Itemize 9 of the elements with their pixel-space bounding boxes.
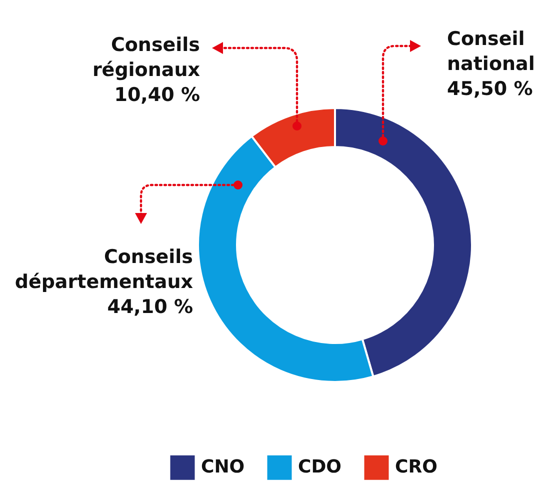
legend-label: CDO — [298, 456, 342, 478]
data-label: 10,40 % — [114, 84, 200, 106]
data-label: 45,50 % — [447, 78, 533, 100]
legend-label: CRO — [395, 456, 438, 478]
legend-label: CNO — [201, 456, 245, 478]
data-label: 44,10 % — [107, 296, 193, 318]
text: Conseils départementaux — [14, 246, 193, 293]
text: Conseil national — [447, 28, 535, 75]
text: Conseils régionaux — [92, 34, 200, 81]
